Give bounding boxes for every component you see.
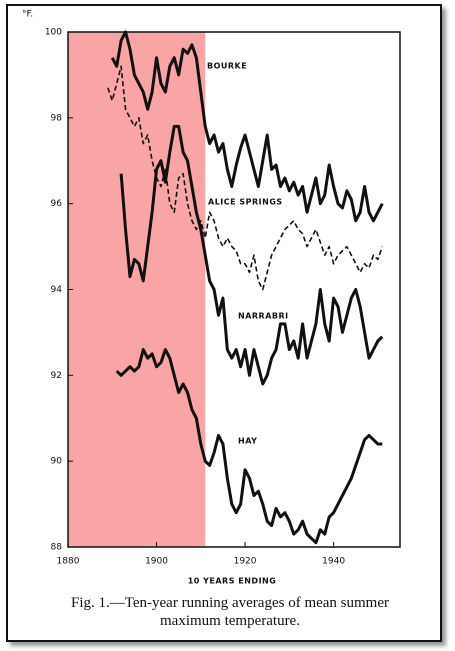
highlight-band	[68, 32, 206, 547]
y-tick-label: 90	[51, 457, 63, 467]
series-line	[119, 124, 384, 386]
series-label: HAY	[238, 437, 257, 446]
series-label: NARRABRI	[238, 312, 289, 321]
x-tick-label: 1920	[234, 557, 257, 567]
series-line	[107, 65, 384, 291]
y-tick-label: 98	[51, 113, 63, 123]
y-tick-label: 88	[51, 543, 63, 553]
x-axis-label: 10 YEARS ENDING	[188, 577, 277, 586]
x-tick-label: 1900	[145, 557, 168, 567]
y-unit-label: °F.	[22, 10, 33, 20]
series-line	[115, 348, 383, 545]
x-tick-label: 1880	[57, 557, 80, 567]
y-tick-label: 94	[51, 285, 63, 295]
series-label: ALICE SPRINGS	[208, 198, 283, 207]
y-tick-label: 100	[45, 28, 62, 38]
series-label: BOURKE	[207, 62, 247, 71]
x-tick-label: 1940	[322, 557, 345, 567]
y-tick-label: 92	[51, 371, 62, 381]
caption: Fig. 1.—Ten-year running averages of mea…	[70, 595, 390, 629]
series-line	[110, 30, 384, 223]
y-tick-label: 96	[51, 199, 63, 209]
